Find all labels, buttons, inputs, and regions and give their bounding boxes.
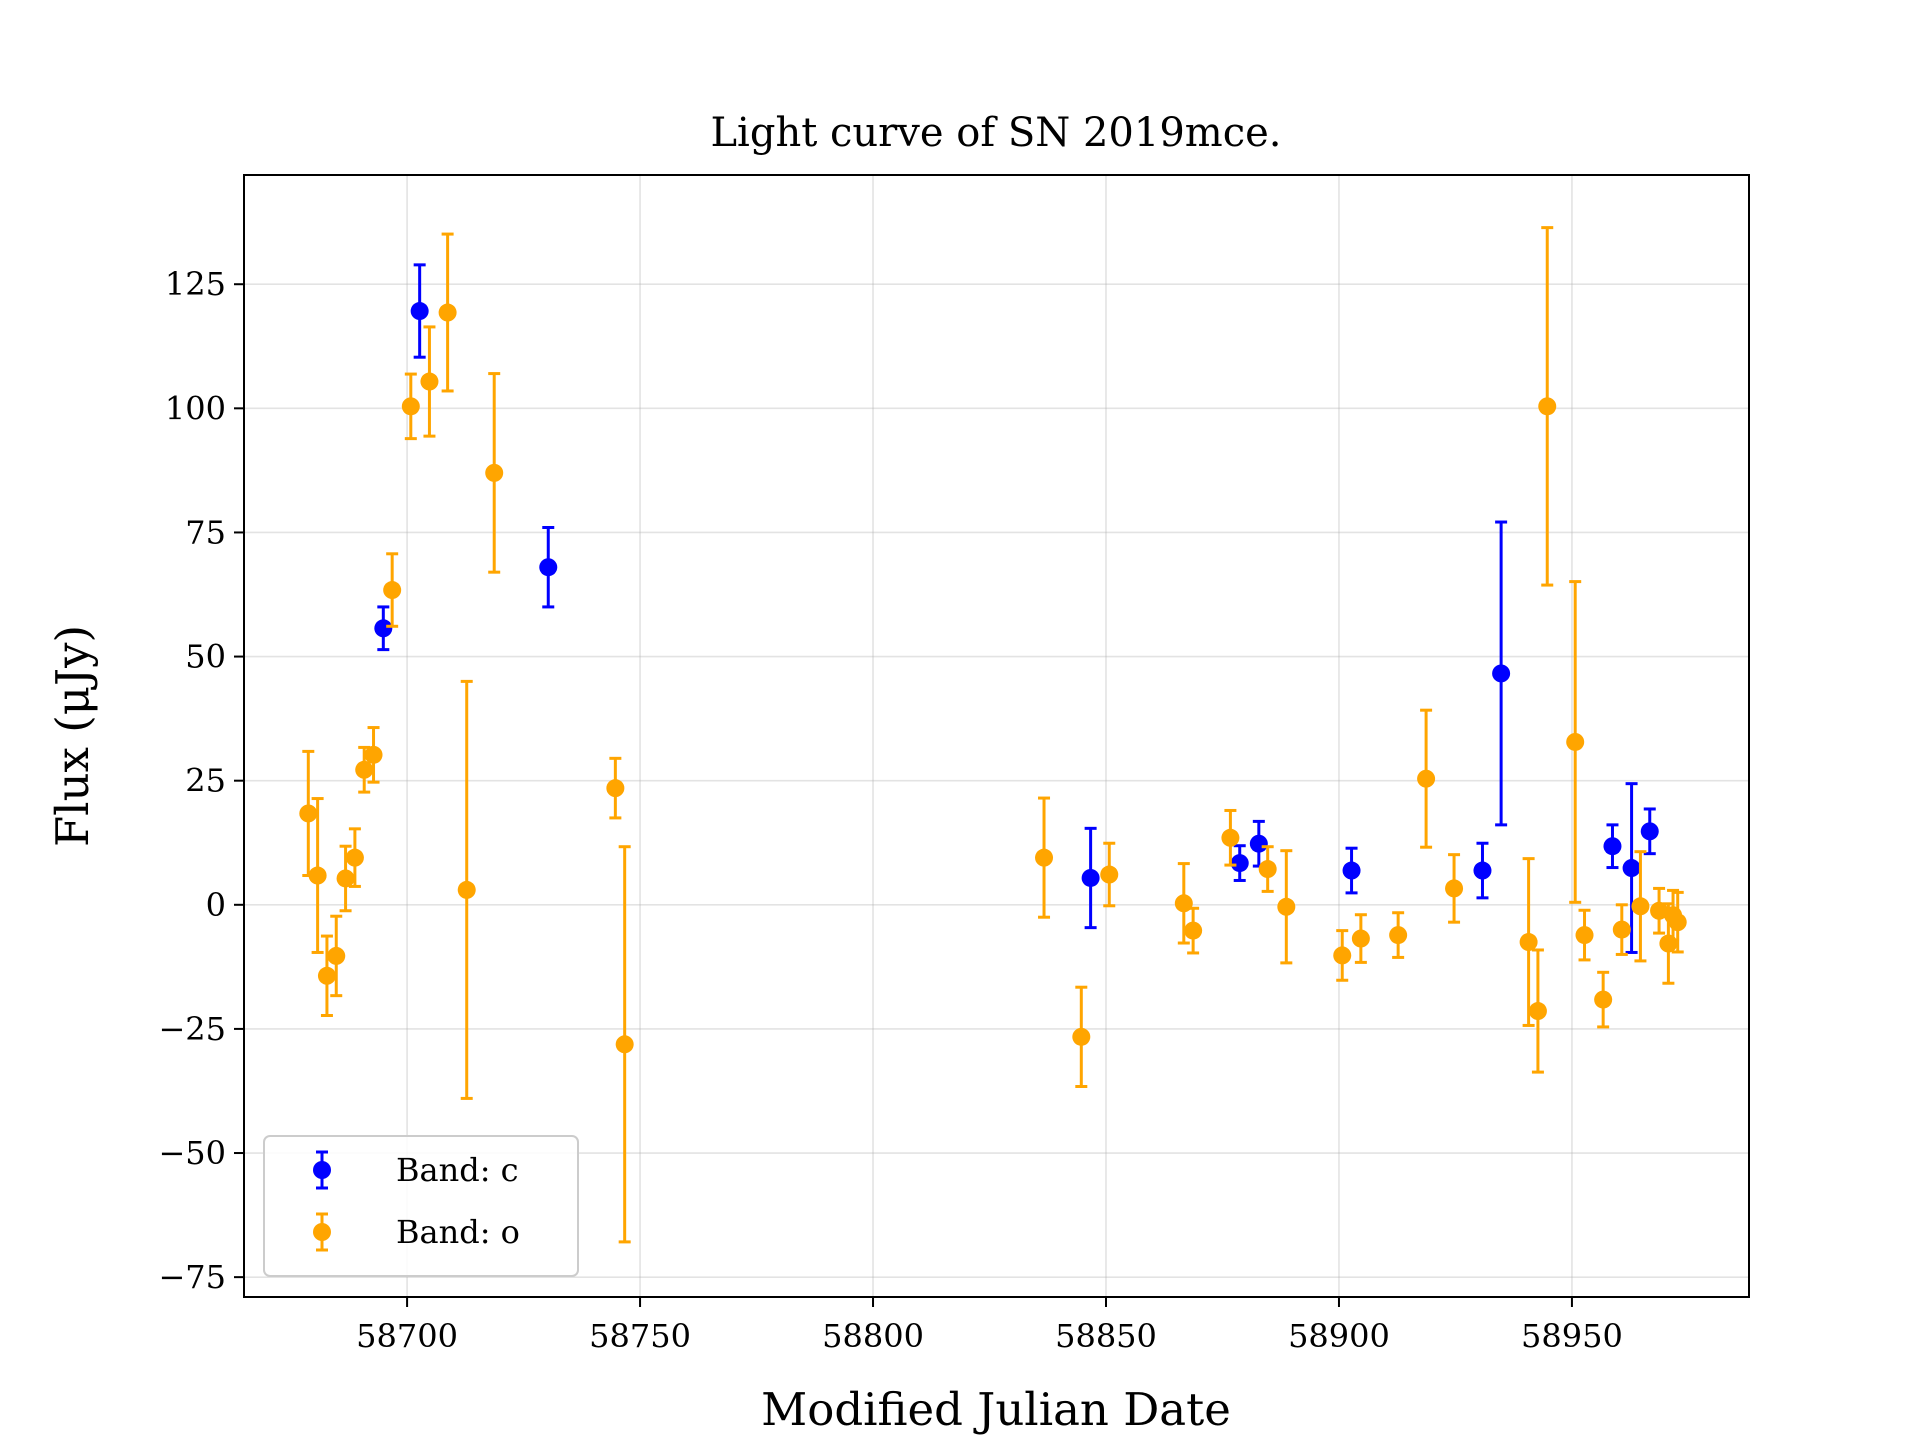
data-point [1612, 920, 1631, 939]
data-point [1230, 854, 1249, 873]
data-point [374, 619, 393, 638]
data-point [401, 397, 420, 416]
legend-entry: Band: o [313, 1212, 520, 1252]
legend-label: Band: c [396, 1151, 519, 1189]
tick-layer: 58700 58750 58800 58850 58900 58950 −75 −50 −25 0… [158, 265, 1622, 1355]
data-point [1650, 901, 1669, 920]
y-axis-title: Flux (μJy) [46, 625, 99, 847]
y-tick-label: −50 [158, 1134, 226, 1172]
data-point [485, 463, 504, 482]
data-point [1342, 861, 1361, 880]
data-point [1659, 934, 1678, 953]
data-point [1445, 879, 1464, 898]
y-tick-label: 125 [165, 265, 226, 303]
x-axis-title: Modified Julian Date [761, 1383, 1231, 1436]
x-tick-label: 58750 [589, 1317, 691, 1355]
data-point [1575, 926, 1594, 945]
legend-frame [263, 1135, 579, 1277]
data-point [355, 760, 374, 779]
data-point [1668, 913, 1687, 932]
data-point [383, 581, 402, 600]
data-point [1538, 397, 1557, 416]
data-point [317, 966, 336, 985]
data-point [606, 779, 625, 798]
y-tick-label: −75 [158, 1258, 226, 1296]
data-point [1081, 868, 1100, 887]
data-point [308, 866, 327, 885]
data-point [1622, 859, 1641, 878]
series-band-c [374, 263, 1659, 954]
x-tick-label: 58950 [1521, 1317, 1623, 1355]
y-tick-label: 100 [165, 389, 226, 427]
data-point [1035, 848, 1054, 867]
data-point [1528, 1002, 1547, 1021]
data-layer [299, 226, 1687, 1244]
data-point [438, 303, 457, 322]
data-point [1184, 921, 1203, 940]
data-point [615, 1035, 634, 1054]
legend-marker [313, 1223, 331, 1241]
data-point [1333, 946, 1352, 965]
data-point [1594, 990, 1613, 1009]
data-point [1100, 865, 1119, 884]
x-tick-label: 58800 [822, 1317, 924, 1355]
legend-label: Band: o [396, 1213, 520, 1251]
data-point [410, 302, 429, 321]
legend-entry: Band: c [313, 1150, 519, 1190]
x-tick-label: 58700 [356, 1317, 458, 1355]
data-point [299, 804, 318, 823]
data-point [1492, 664, 1511, 683]
data-point [336, 869, 355, 888]
data-point [1519, 933, 1538, 952]
data-point [345, 848, 364, 867]
legend-marker [313, 1161, 331, 1179]
data-point [539, 558, 558, 577]
series-band-o [299, 226, 1687, 1244]
data-point [420, 372, 439, 391]
data-point [1631, 897, 1650, 916]
grid-layer [244, 175, 1749, 1297]
data-point [1417, 769, 1436, 788]
y-tick-label: 25 [185, 762, 226, 800]
data-point [1277, 897, 1296, 916]
y-tick-label: 75 [185, 513, 226, 551]
data-point [1603, 837, 1622, 856]
chart-title: Light curve of SN 2019mce. [710, 110, 1281, 156]
plot-frame [243, 174, 1750, 1298]
data-point [327, 946, 346, 965]
y-tick-label: 50 [185, 638, 226, 676]
x-tick-label: 58900 [1288, 1317, 1390, 1355]
data-point [1566, 732, 1585, 751]
legend-entries: Band: c Band: o [313, 1150, 520, 1252]
data-point [457, 880, 476, 899]
data-point [1473, 861, 1492, 880]
data-point [1640, 822, 1659, 841]
data-point [1221, 828, 1240, 847]
legend: Band: c Band: o [263, 1135, 579, 1277]
data-point [1351, 929, 1370, 948]
data-point [1249, 834, 1268, 853]
data-point [1258, 860, 1277, 879]
data-point [1072, 1027, 1091, 1046]
y-tick-label: 0 [206, 886, 226, 924]
data-point [364, 745, 383, 764]
data-point [1389, 926, 1408, 945]
x-tick-label: 58850 [1055, 1317, 1157, 1355]
y-tick-label: −25 [158, 1010, 226, 1048]
